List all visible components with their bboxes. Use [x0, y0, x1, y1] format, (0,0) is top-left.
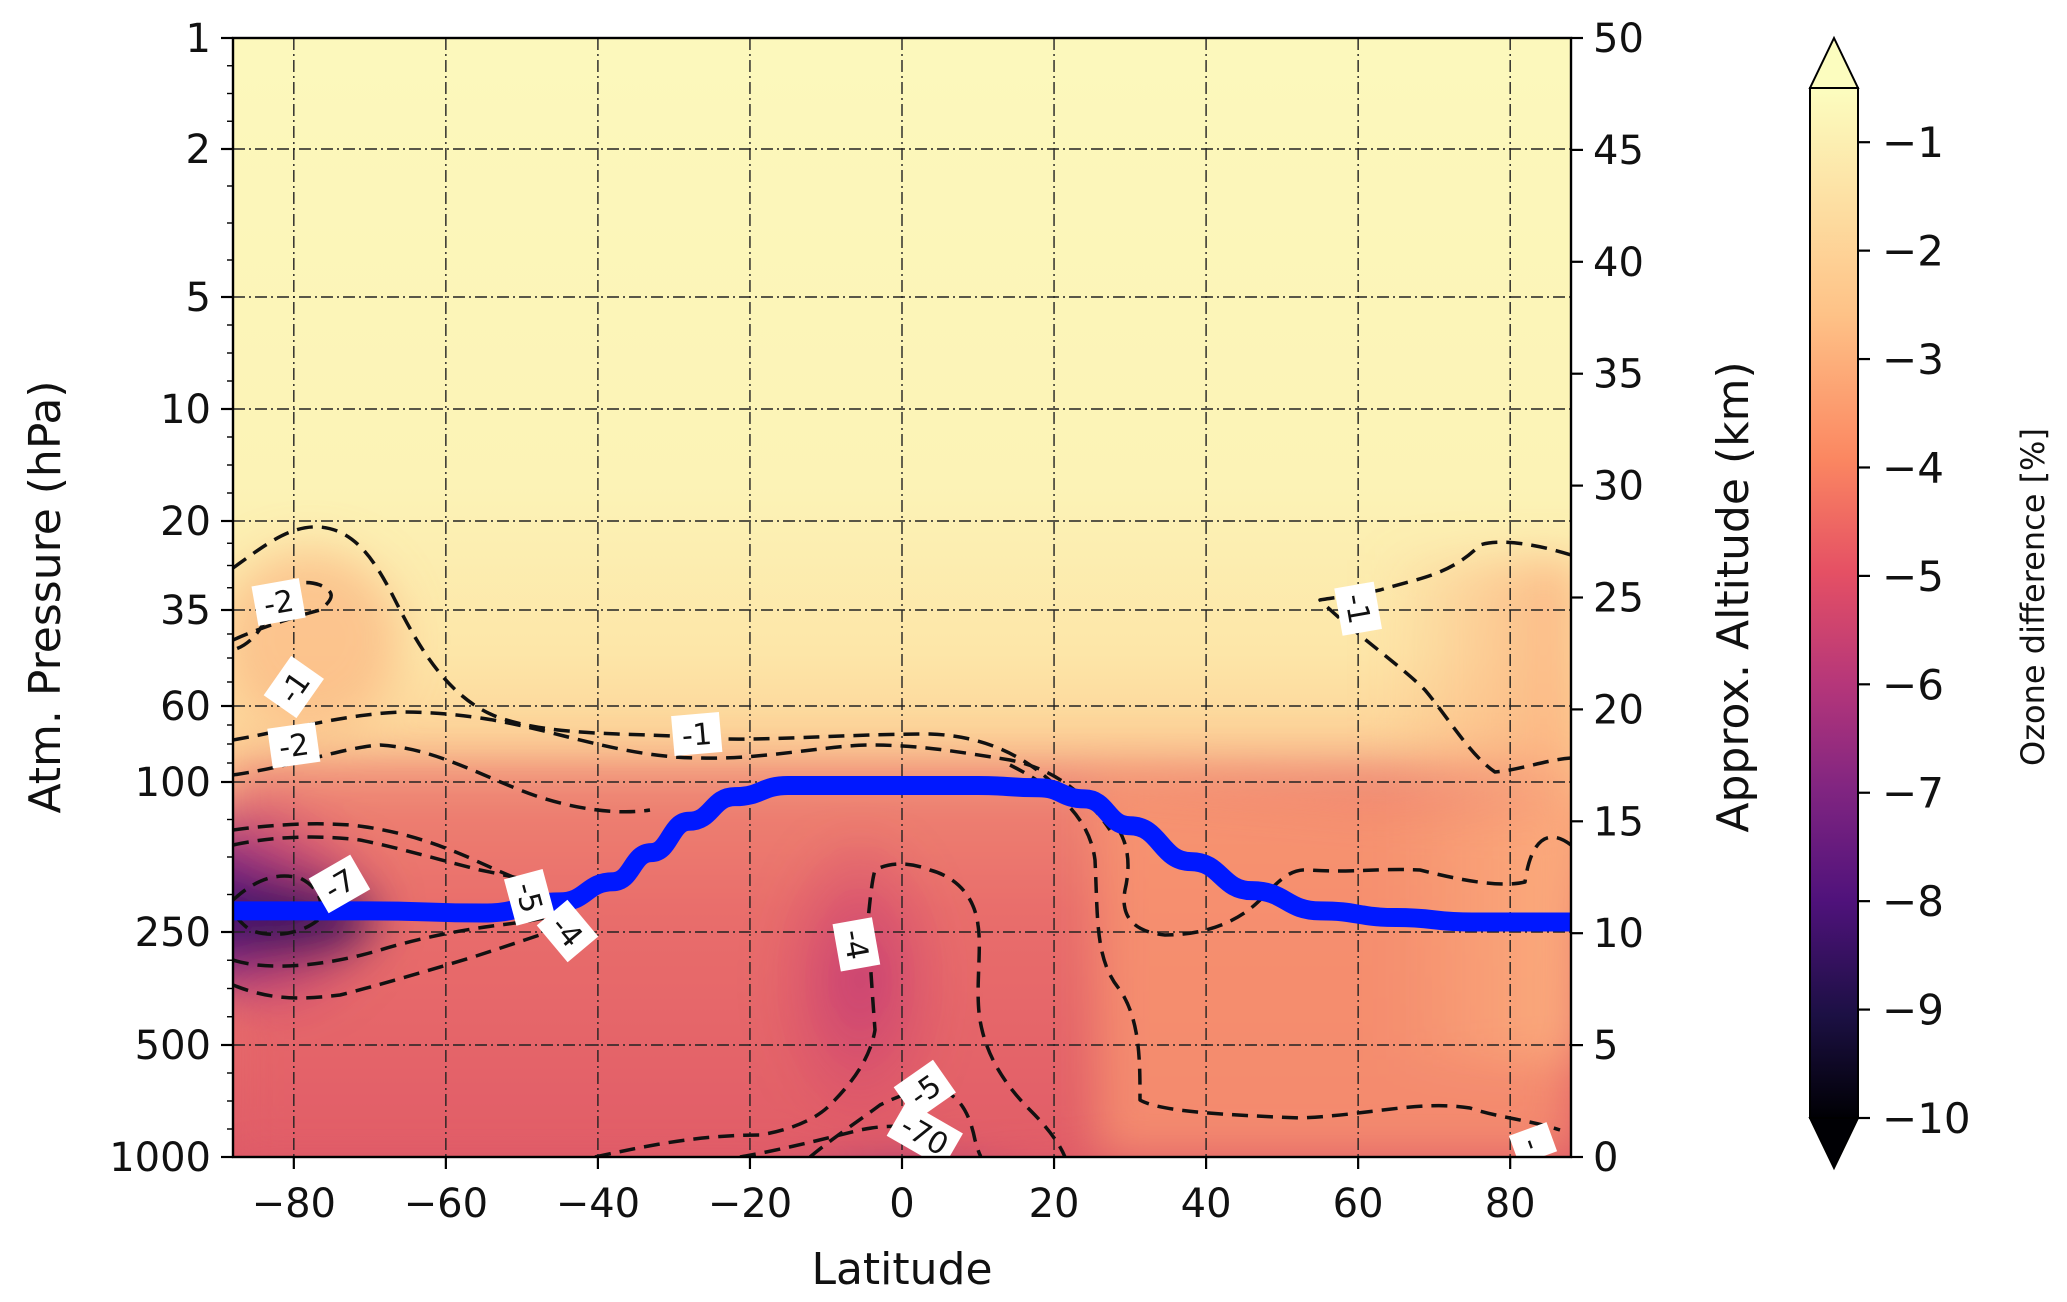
y-right-tick-label: 50 [1593, 16, 1644, 62]
colorbar-extend-min [1808, 1117, 1860, 1171]
contour-label-text: -2 [277, 727, 312, 766]
contour-minus-7-south [233, 874, 323, 937]
contour-label: -4 [832, 917, 881, 972]
colorbar-tick-label: −5 [1882, 552, 1944, 601]
colorbar-tick-label: −8 [1882, 877, 1944, 926]
contour-label-box [503, 869, 556, 926]
contour-label-box [886, 1101, 963, 1169]
y-left-tick-label: 500 [135, 1023, 211, 1069]
y-right-tick-label: 5 [1593, 1023, 1618, 1069]
y-left-tick-label: 5 [186, 275, 211, 321]
colorbar-tick-label: −6 [1882, 660, 1944, 709]
y-right-tick-label: 15 [1593, 799, 1644, 845]
y-right-tick-label: 25 [1593, 576, 1644, 622]
contour-minus-5-south-lower [233, 913, 561, 968]
colorbar-title: Ozone difference [%] [2014, 428, 2052, 766]
colorbar: −1 −2 −3 −4 −5 −6 −7 −8 −9 −10 Ozone difference [… [1808, 35, 2052, 1171]
y-left-tick-label: 100 [135, 760, 211, 806]
arctic-fade [1380, 560, 1571, 1060]
y-left-tick-label: 250 [135, 910, 211, 956]
contour-minus-1-mid [233, 710, 1112, 831]
contour-label: -5 [503, 869, 556, 926]
y-left-tick-label: 35 [160, 588, 211, 634]
y-left-tick-label: 10 [160, 387, 211, 433]
contour-minus-4-south-lower [233, 926, 561, 1000]
y-right-tick-label: 40 [1593, 240, 1644, 286]
contour-label-box [267, 722, 321, 769]
y-right-tick-label: 20 [1593, 687, 1644, 733]
contour-label-text: -1 [1337, 591, 1377, 627]
contour-minus-5-south-upper [233, 835, 546, 885]
colorbar-tick-label: −2 [1882, 227, 1944, 276]
contour-label-box [1334, 581, 1383, 636]
y-right-tick-label: 35 [1593, 352, 1644, 398]
y-right-tick-label: 0 [1593, 1135, 1618, 1181]
polar-upper-blob [233, 550, 400, 730]
contour-label-box [263, 655, 324, 719]
y-axis-left: 1 2 5 10 20 35 60 100 250 500 1000 [109, 16, 233, 1181]
contour-label-box [251, 578, 306, 626]
contour-label: -1 [1334, 581, 1383, 636]
x-tick-label: 80 [1485, 1181, 1536, 1227]
y-left-tick-label: 60 [160, 684, 211, 730]
contour-minus-3-east [1009, 763, 1561, 1132]
contour-label: -1 [671, 712, 723, 757]
colorbar-tick-label: −1 [1882, 118, 1944, 167]
contour-label-text: -4 [835, 927, 875, 963]
tropical-column-blob [770, 820, 950, 1140]
y-axis-right: 0 5 10 15 20 25 30 35 40 45 50 [1571, 16, 1644, 1181]
x-tick-label: −60 [404, 1181, 488, 1227]
x-tick-label: 40 [1181, 1181, 1232, 1227]
colorbar-body [1810, 88, 1858, 1118]
y-axis-left-title: Atm. Pressure (hPa) [20, 380, 71, 813]
x-tick-label: 20 [1029, 1181, 1080, 1227]
y-right-tick-label: 10 [1593, 911, 1644, 957]
colorbar-tick-label: −3 [1882, 335, 1944, 384]
contour-label-box [536, 899, 599, 963]
colorbar-tick-label: −10 [1882, 1094, 1971, 1143]
y-right-tick-label: 30 [1593, 464, 1644, 510]
contour-minus-4-tropics [594, 862, 1067, 1157]
contour-label: - [1508, 1122, 1558, 1165]
heatmap-field [233, 38, 1571, 1157]
y-left-tick-label: 1000 [109, 1135, 211, 1181]
contour-label: -2 [251, 578, 306, 626]
contour-label-text: -2 [261, 584, 297, 624]
contour-label-box [671, 712, 723, 757]
contour-label-box [1508, 1122, 1558, 1165]
contour-label-text: -1 [680, 717, 713, 754]
x-axis: −80 −60 −40 −20 0 20 40 60 80 [252, 1157, 1536, 1227]
contour-minus-2-south [233, 525, 1062, 792]
contour-label-box [832, 917, 881, 972]
colorbar-tick-label: −9 [1882, 986, 1944, 1035]
y-left-tick-label: 1 [186, 16, 211, 62]
contour-minus-4-south-upper [233, 822, 541, 890]
y-left-tick-label: 20 [160, 499, 211, 545]
y-axis-right-title: Approx. Altitude (km) [1708, 361, 1759, 832]
x-tick-label: −80 [252, 1181, 336, 1227]
y-right-tick-label: 45 [1593, 128, 1644, 174]
x-tick-label: 60 [1333, 1181, 1384, 1227]
x-tick-label: −40 [556, 1181, 640, 1227]
contour-label: -2 [267, 722, 321, 769]
y-left-tick-label: 2 [186, 127, 211, 173]
colorbar-extend-max [1808, 35, 1860, 89]
colorbar-tick-label: −4 [1882, 443, 1944, 492]
x-axis-title: Latitude [811, 1244, 992, 1295]
contour-minus-3-north [1098, 808, 1571, 937]
colorbar-frame [1809, 87, 1859, 1119]
contour-minus-1-north [1318, 540, 1571, 774]
colorbar-ticks: −1 −2 −3 −4 −5 −6 −7 −8 −9 −10 [1858, 118, 1971, 1143]
contour-label-box [308, 854, 371, 914]
colorbar-tick-label: −7 [1882, 769, 1944, 818]
x-tick-label: 0 [889, 1181, 914, 1227]
contour-minus-5-surface [808, 1087, 983, 1157]
x-tick-label: −20 [708, 1181, 792, 1227]
